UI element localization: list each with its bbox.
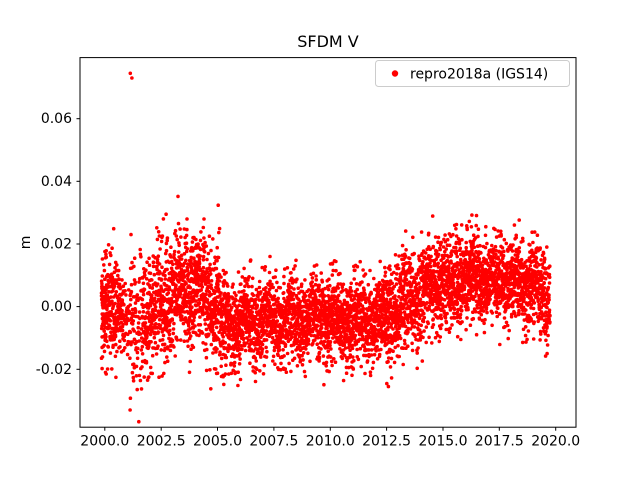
axes-frame xyxy=(79,57,577,428)
y-tick-label: -0.02 xyxy=(36,362,72,378)
x-tick-label: 2002.5 xyxy=(137,434,186,450)
x-tick-label: 2005.0 xyxy=(193,434,242,450)
y-tick-label: 0.02 xyxy=(41,237,72,253)
legend: repro2018a (IGS14) xyxy=(375,60,570,87)
x-tick-label: 2017.5 xyxy=(475,434,524,450)
y-tick-label: 0.00 xyxy=(41,299,72,315)
y-tick-label: 0.06 xyxy=(41,111,72,127)
x-tick-label: 2015.0 xyxy=(419,434,468,450)
x-tick-label: 2010.0 xyxy=(306,434,355,450)
x-tick-label: 2000.0 xyxy=(80,434,129,450)
chart-title: SFDM V xyxy=(297,32,359,51)
legend-box xyxy=(375,60,570,87)
y-tick-label: 0.04 xyxy=(41,174,72,190)
x-tick-label: 2012.5 xyxy=(362,434,411,450)
legend-marker-dot-icon xyxy=(391,70,399,77)
axis-ticks: 2000.0 2002.5 2005.0 2007.5 2010.0 2012.5 2015… xyxy=(36,111,580,450)
scatter-points xyxy=(99,71,552,424)
y-axis-label: m xyxy=(18,236,34,250)
x-tick-label: 2007.5 xyxy=(249,434,298,450)
legend-label: repro2018a (IGS14) xyxy=(410,67,548,83)
x-tick-label: 2020.0 xyxy=(531,434,580,450)
